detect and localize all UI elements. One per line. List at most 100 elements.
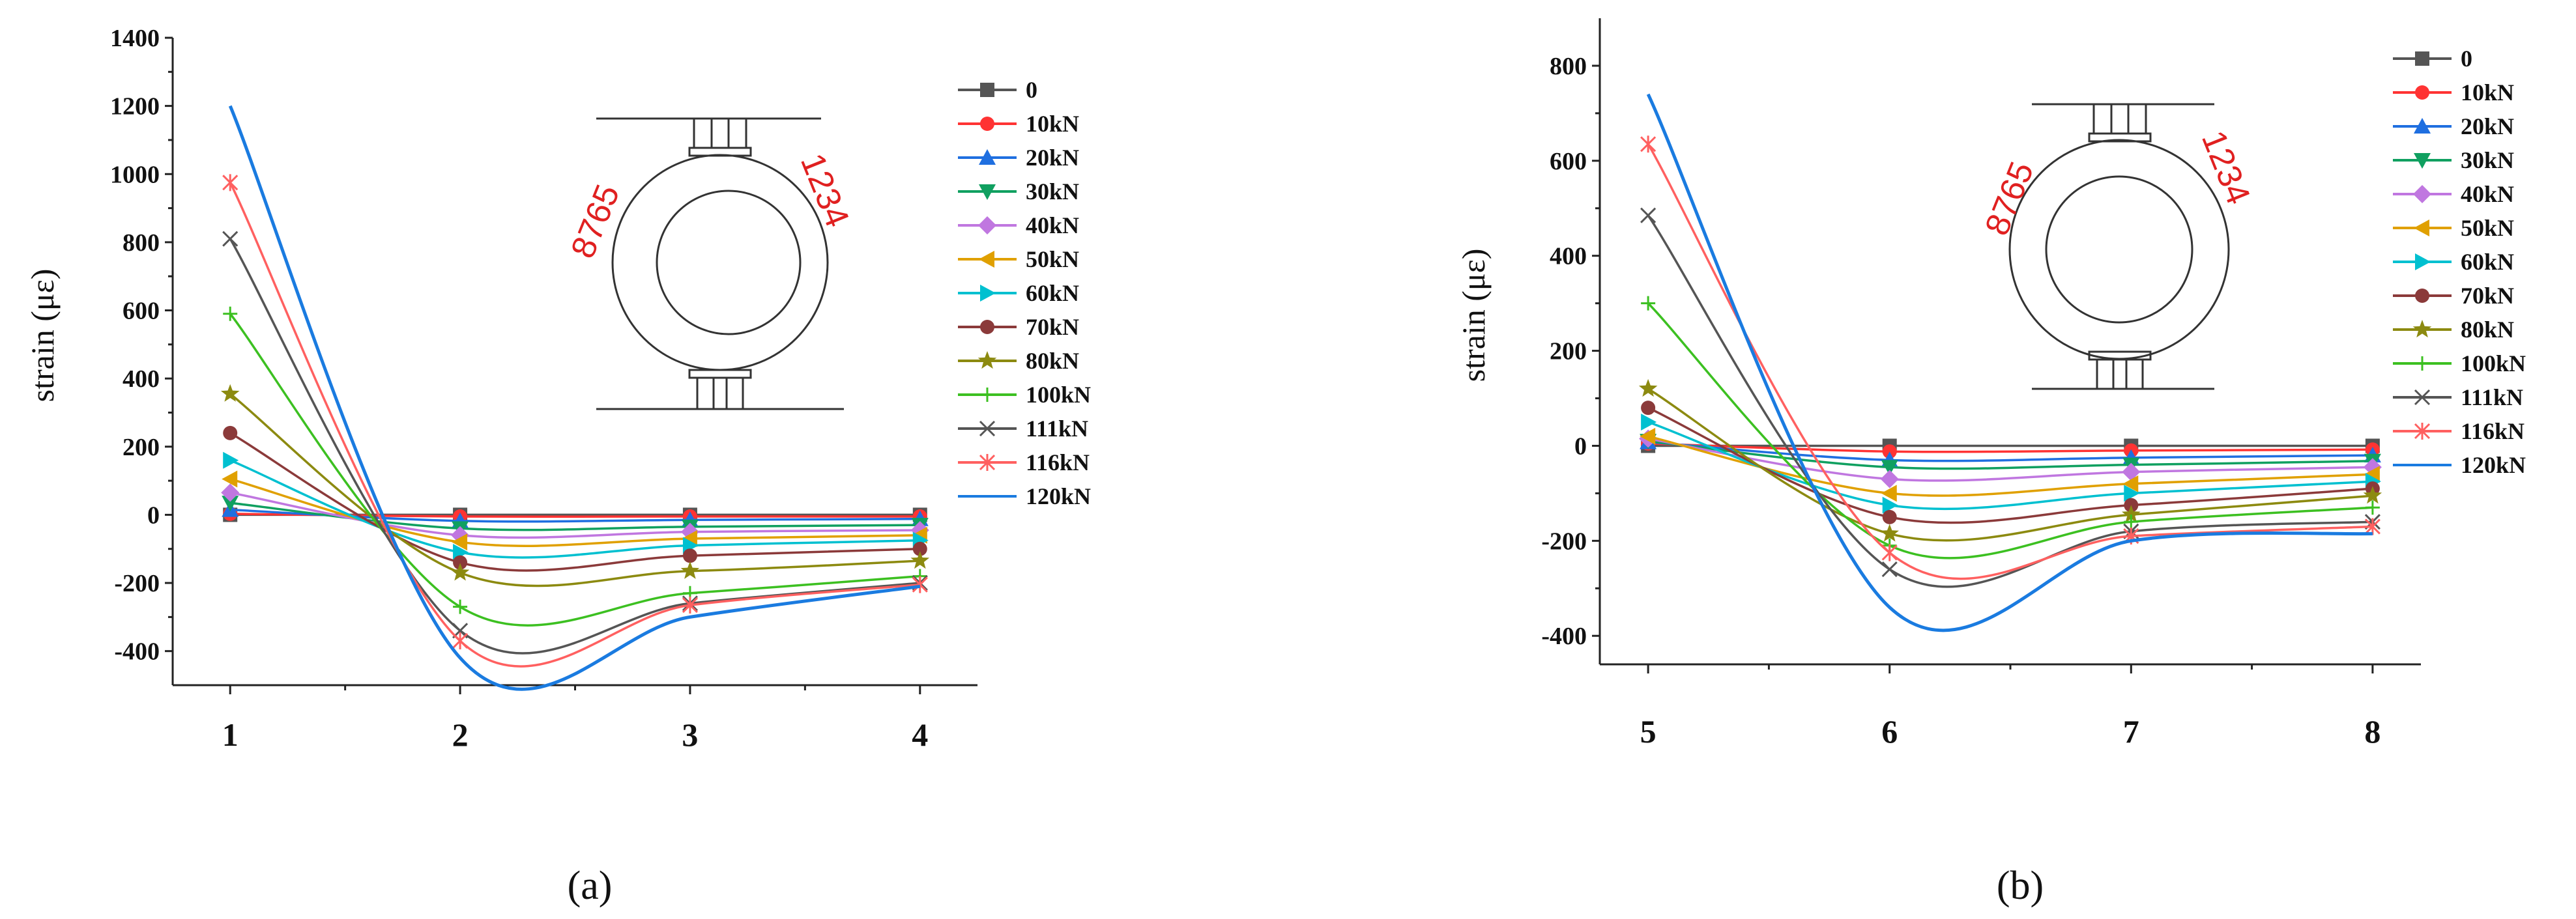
series-line-111kN xyxy=(1647,214,2373,588)
legend-label-40kN: 40kN xyxy=(2461,181,2514,207)
legend-label-0: 0 xyxy=(2461,46,2472,72)
data-point-100kN xyxy=(1641,296,1656,311)
y-tick-label: 0 xyxy=(1574,432,1587,460)
series-line-50kN xyxy=(229,477,920,547)
series-line-100kN xyxy=(1647,302,2373,559)
legend-marker-116kN xyxy=(2414,423,2431,440)
data-point-80kN xyxy=(1880,524,1899,542)
legend-marker-70kN xyxy=(2415,289,2429,303)
y-tick-label: 600 xyxy=(1550,148,1587,175)
data-point-116kN xyxy=(1640,135,1657,153)
series-line-80kN xyxy=(1647,388,2373,542)
series-line-30kN xyxy=(230,502,920,531)
schematic-top-support xyxy=(2092,103,2147,135)
data-point-50kN xyxy=(452,533,468,551)
data-point-80kN xyxy=(450,563,470,581)
chart-panel-b: -400 -200 0 200 400 600 800 5 6 7 8 strain (με) 876… xyxy=(1455,18,2526,908)
x-tick-label: 7 xyxy=(2123,713,2139,750)
x-tick-label: 4 xyxy=(912,716,928,753)
sensor-label-right: 1234 xyxy=(793,148,856,233)
data-point-10kN xyxy=(1882,444,1897,459)
series-line-30kN xyxy=(1647,440,2373,470)
data-point-116kN xyxy=(452,632,469,649)
y-tick-label: 600 xyxy=(123,298,160,325)
data-point-116kN xyxy=(222,174,239,191)
data-point-40kN xyxy=(221,483,240,502)
legend-marker-30kN xyxy=(2414,153,2431,169)
legend-label-80kN: 80kN xyxy=(1026,348,1079,374)
y-tick-label: -400 xyxy=(1541,623,1587,650)
legend-marker-80kN xyxy=(2412,320,2432,338)
legend-marker-70kN xyxy=(980,320,994,334)
data-point-70kN xyxy=(453,555,468,570)
legend-marker-10kN xyxy=(980,117,994,131)
y-tick-label: -400 xyxy=(114,638,160,666)
data-point-80kN xyxy=(2363,486,2382,504)
x-tick-label: 6 xyxy=(1881,713,1898,750)
schematic-bottom-support xyxy=(2096,358,2144,390)
legend-marker-111kN xyxy=(979,420,996,437)
y-tick-label: 400 xyxy=(1550,243,1587,270)
legend-label-60kN: 60kN xyxy=(2461,249,2514,275)
data-point-100kN xyxy=(453,599,468,614)
y-tick-label: 1200 xyxy=(110,93,160,120)
data-point-40kN xyxy=(1880,470,1899,488)
y-tick-label: 0 xyxy=(147,502,160,529)
data-point-50kN xyxy=(2364,466,2380,483)
series-line-116kN xyxy=(229,182,920,668)
legend-label-111kN: 111kN xyxy=(1026,416,1088,442)
series-line-40kN xyxy=(1647,437,2373,482)
y-axis-title: strain (με) xyxy=(1455,249,1492,382)
data-point-100kN xyxy=(223,306,238,321)
legend-label-60kN: 60kN xyxy=(1026,280,1079,306)
data-point-30kN xyxy=(1881,460,1898,476)
y-tick-label: 200 xyxy=(1550,338,1587,365)
data-point-116kN xyxy=(682,597,698,614)
data-point-80kN xyxy=(2122,505,2141,523)
series-line-116kN xyxy=(1647,143,2373,580)
legend-marker-60kN xyxy=(2415,253,2431,270)
legend-marker-0 xyxy=(980,83,994,97)
legend-marker-10kN xyxy=(2415,85,2429,100)
y-tick-label: 1000 xyxy=(110,161,160,188)
series-line-10kN xyxy=(1648,442,2373,453)
series-line-100kN xyxy=(229,313,920,627)
series-line-60kN xyxy=(229,459,920,559)
legend-label-10kN: 10kN xyxy=(2461,79,2514,106)
data-point-60kN xyxy=(2124,485,2140,502)
panel-label-b: (b) xyxy=(1997,864,2044,908)
data-point-60kN xyxy=(223,451,239,469)
legend-label-50kN: 50kN xyxy=(2461,215,2514,241)
sensor-label-left: 8765 xyxy=(1978,157,2041,241)
legend-marker-116kN xyxy=(979,454,996,471)
legend-marker-80kN xyxy=(977,351,997,369)
schematic-bottom-support xyxy=(696,376,744,410)
legend-label-80kN: 80kN xyxy=(2461,317,2514,343)
legend-b: 0 10kN 20kN 30kN 40kN 50kN 60kN 70kN 80kN 100kN 11… xyxy=(2393,46,2526,478)
legend-marker-30kN xyxy=(979,184,996,200)
data-point-40kN xyxy=(2122,462,2141,481)
y-tick-label: -200 xyxy=(114,570,160,597)
data-point-50kN xyxy=(1640,427,1656,445)
data-point-70kN xyxy=(1882,509,1897,524)
legend-label-100kN: 100kN xyxy=(2461,350,2526,376)
x-tick-label: 2 xyxy=(452,716,469,753)
x-tick-label: 8 xyxy=(2364,713,2381,750)
legend-label-50kN: 50kN xyxy=(1026,246,1079,272)
data-point-70kN xyxy=(912,541,927,556)
series-line-120kN xyxy=(228,105,921,691)
y-tick-label: 800 xyxy=(123,229,160,257)
data-point-80kN xyxy=(220,384,240,402)
legend-marker-40kN xyxy=(978,216,996,234)
data-point-50kN xyxy=(1881,485,1897,502)
data-point-30kN xyxy=(222,496,239,512)
data-point-60kN xyxy=(1641,414,1657,431)
schematic-inner-ring xyxy=(656,190,802,335)
series-line-111kN xyxy=(229,238,920,655)
series-group-a xyxy=(220,105,930,691)
legend-label-100kN: 100kN xyxy=(1026,382,1091,408)
schematic-outer-ring xyxy=(611,154,829,371)
data-point-60kN xyxy=(1882,496,1898,514)
